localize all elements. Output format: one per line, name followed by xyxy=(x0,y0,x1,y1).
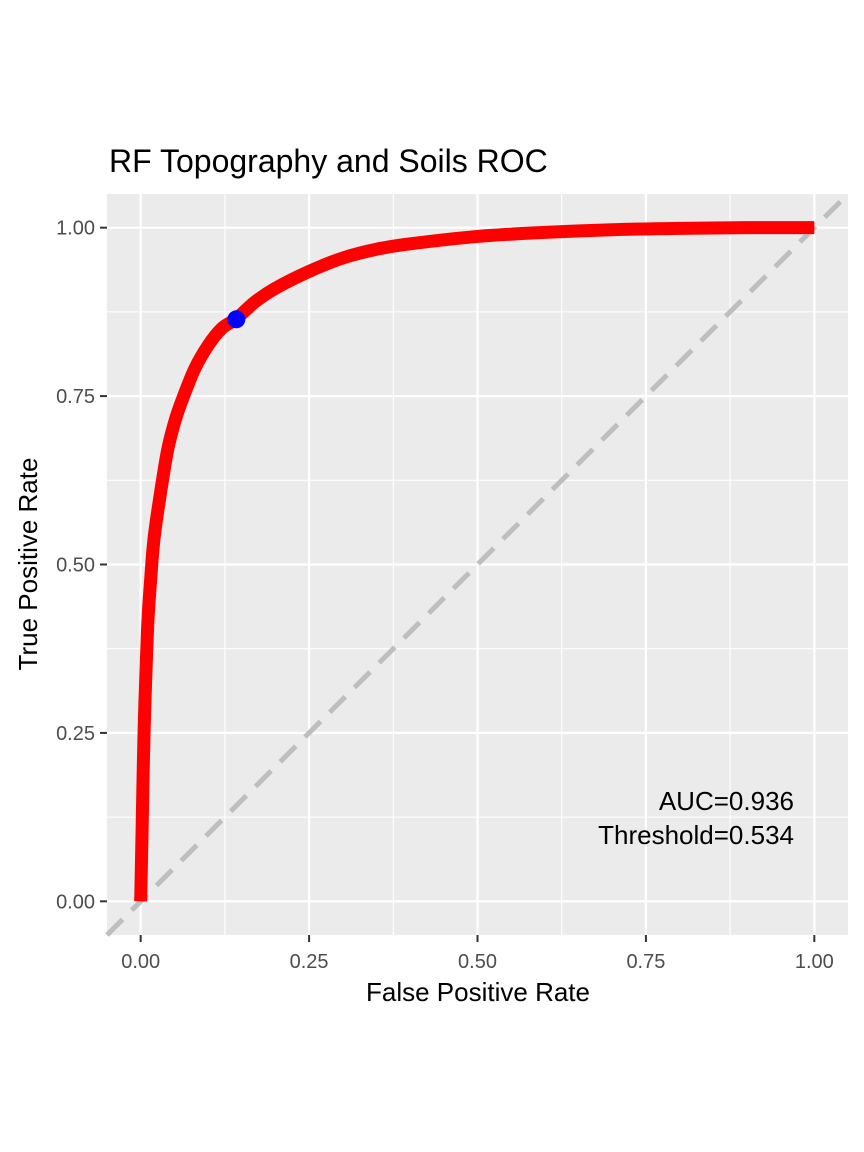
y-tick-label: 1.00 xyxy=(56,218,95,240)
auc-annotation: AUC=0.936 xyxy=(659,786,794,816)
optimal-threshold-point xyxy=(227,310,246,329)
y-tick-label: 0.50 xyxy=(56,555,95,577)
grid-lines xyxy=(107,194,848,935)
y-tick-label: 0.75 xyxy=(56,386,95,408)
threshold-annotation: Threshold=0.534 xyxy=(598,820,794,850)
x-tick-label: 1.00 xyxy=(795,951,834,973)
x-tick-label: 0.00 xyxy=(121,951,160,973)
x-tick-label: 0.50 xyxy=(458,951,497,973)
optimal-point-group xyxy=(227,310,246,329)
x-tick-label: 0.75 xyxy=(626,951,665,973)
chart-title: RF Topography and Soils ROC xyxy=(109,143,548,179)
y-tick-label: 0.00 xyxy=(56,891,95,913)
x-tick-label: 0.25 xyxy=(290,951,329,973)
x-axis-title: False Positive Rate xyxy=(366,977,590,1007)
y-axis-title: True Positive Rate xyxy=(13,458,43,671)
y-tick-label: 0.25 xyxy=(56,723,95,745)
y-axis-ticks: 0.00 0.25 0.50 0.75 1.00 xyxy=(56,218,107,913)
x-axis-ticks: 0.00 0.25 0.50 0.75 1.00 xyxy=(121,935,834,973)
roc-curve-group xyxy=(134,221,815,902)
roc-curve-line xyxy=(134,221,815,902)
